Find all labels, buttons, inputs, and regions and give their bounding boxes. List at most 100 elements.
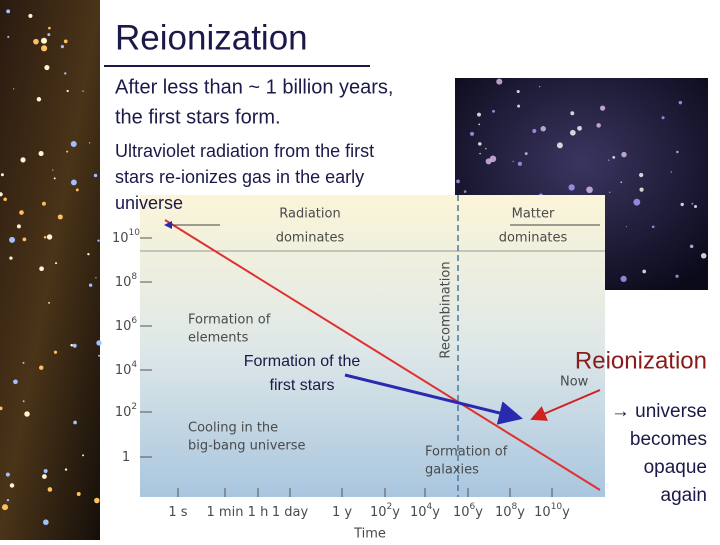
tick-exponent: 4 bbox=[131, 360, 137, 370]
galaxy bbox=[516, 89, 520, 94]
tick-base: 10 bbox=[495, 505, 512, 520]
galaxy bbox=[538, 85, 541, 88]
star bbox=[22, 400, 25, 403]
galaxy bbox=[612, 155, 616, 159]
star bbox=[46, 234, 53, 240]
galaxy bbox=[577, 125, 582, 131]
star bbox=[63, 39, 68, 44]
star bbox=[48, 26, 51, 30]
tick-exponent: 10 bbox=[129, 228, 141, 238]
star bbox=[19, 210, 24, 215]
star bbox=[64, 468, 68, 471]
galaxy bbox=[596, 123, 601, 128]
y-tick-label: 106 bbox=[115, 316, 138, 334]
side-arrow bbox=[530, 389, 601, 421]
x-tick-label: 1 h bbox=[248, 505, 269, 520]
callout-arrow bbox=[344, 373, 523, 425]
galaxy bbox=[568, 184, 575, 191]
x-tick-label: 1 y bbox=[332, 505, 352, 520]
y-tick-label: 1010 bbox=[112, 228, 140, 246]
x-tick-label: 102y bbox=[370, 502, 400, 520]
star bbox=[70, 141, 77, 148]
era-label: dominates bbox=[499, 231, 568, 246]
bullet-line: After less than ~ 1 billion years, bbox=[115, 76, 393, 98]
star bbox=[9, 256, 13, 260]
era-label: dominates bbox=[276, 231, 345, 246]
galaxy bbox=[691, 202, 694, 205]
tick-base: 10 bbox=[115, 405, 132, 420]
star bbox=[64, 72, 67, 75]
galaxy bbox=[689, 244, 694, 249]
star bbox=[39, 365, 44, 370]
tick-base: 10 bbox=[453, 505, 470, 520]
tick-base: 10 bbox=[112, 231, 129, 246]
galaxy bbox=[639, 187, 644, 192]
star bbox=[7, 35, 10, 38]
star bbox=[38, 151, 44, 157]
star bbox=[41, 474, 47, 479]
star bbox=[66, 150, 69, 153]
annotation: big-bang universe bbox=[188, 439, 306, 454]
galaxy bbox=[524, 152, 528, 156]
star bbox=[36, 97, 42, 102]
recombination-label: Recombination bbox=[439, 261, 454, 358]
galaxy bbox=[532, 128, 537, 134]
stars bbox=[0, 9, 102, 526]
galaxy bbox=[678, 100, 683, 105]
title: Reionization bbox=[115, 18, 308, 57]
annotation: elements bbox=[188, 331, 249, 346]
era-label: Radiation bbox=[279, 207, 340, 222]
star bbox=[98, 354, 101, 357]
side-line: → universe bbox=[611, 401, 707, 422]
star bbox=[96, 340, 102, 346]
x-tick-label: 104y bbox=[410, 502, 440, 520]
x-tick-label: 106y bbox=[453, 502, 483, 520]
star bbox=[66, 89, 69, 93]
galaxy bbox=[556, 142, 563, 149]
tick-base: 10 bbox=[370, 505, 387, 520]
star bbox=[5, 472, 10, 477]
star bbox=[0, 406, 3, 411]
annotation: Formation of bbox=[188, 313, 271, 328]
era-label: Matter bbox=[512, 207, 555, 222]
star bbox=[0, 173, 4, 177]
tick-base: 10 bbox=[534, 505, 551, 520]
star bbox=[22, 361, 25, 364]
tick-base: 1 min bbox=[207, 505, 244, 520]
annotation: Now bbox=[560, 375, 589, 390]
galaxy bbox=[586, 186, 593, 194]
star bbox=[95, 277, 97, 279]
galaxy bbox=[620, 181, 623, 183]
galaxy bbox=[670, 171, 673, 173]
galaxy bbox=[477, 112, 481, 117]
x-tick-label: 1 s bbox=[168, 505, 187, 520]
bullet-line: stars re-ionizes gas in the early bbox=[115, 167, 364, 187]
y-tick-label: 108 bbox=[115, 272, 138, 290]
callout-line: first stars bbox=[270, 377, 335, 394]
galaxy bbox=[639, 172, 644, 178]
galaxy bbox=[633, 198, 641, 206]
star bbox=[33, 38, 39, 45]
y-tick-label: 102 bbox=[115, 402, 137, 420]
star bbox=[87, 252, 90, 256]
star-strip bbox=[0, 0, 100, 540]
galaxy bbox=[620, 275, 627, 283]
star bbox=[40, 37, 48, 44]
temperature-curve bbox=[164, 219, 601, 491]
side-line: becomes bbox=[630, 429, 707, 450]
tick-unit: y bbox=[392, 505, 400, 520]
star bbox=[73, 420, 77, 425]
star bbox=[16, 224, 21, 229]
y-tick-label: 1 bbox=[122, 450, 130, 465]
side-line: opaque bbox=[644, 457, 707, 478]
tick-exponent: 2 bbox=[387, 502, 393, 512]
star bbox=[53, 350, 58, 354]
figure-panel bbox=[140, 195, 605, 497]
star bbox=[82, 90, 84, 92]
tick-base: 1 day bbox=[272, 505, 309, 520]
galaxy bbox=[512, 160, 514, 162]
callout-line: Formation of the bbox=[244, 353, 361, 370]
tick-exponent: 8 bbox=[131, 272, 137, 282]
galaxy bbox=[680, 202, 684, 207]
